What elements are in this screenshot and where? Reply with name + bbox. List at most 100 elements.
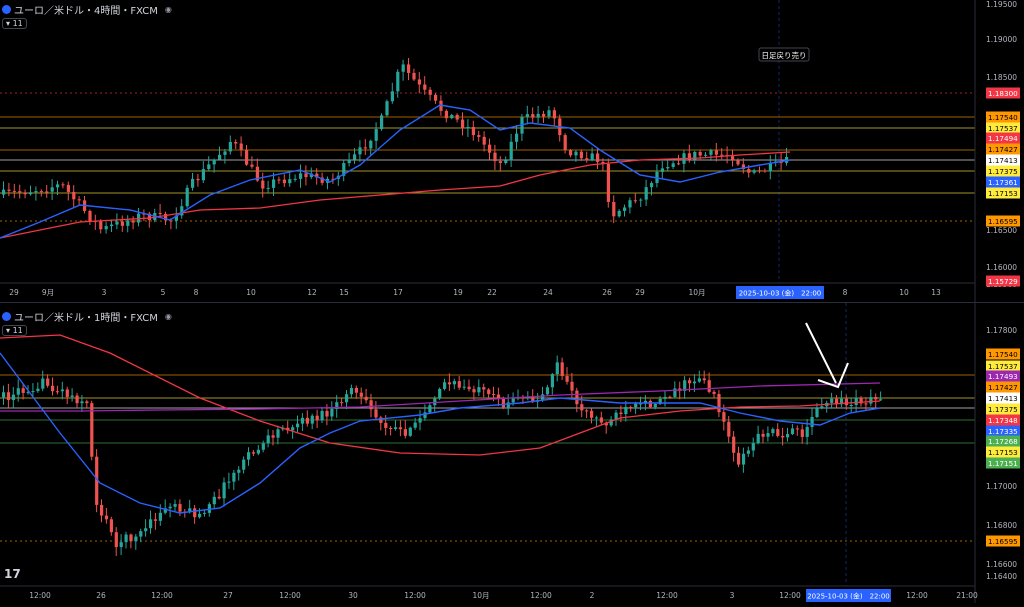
chart-pane-4h[interactable]: 1.195001.190001.185001.180001.175001.170… [0, 0, 1024, 302]
candle-down [282, 179, 286, 184]
candle-down [570, 381, 574, 391]
candle-up [673, 388, 677, 397]
candle-down [407, 64, 411, 73]
candle-up [198, 513, 202, 518]
candle-up [555, 362, 559, 375]
candle-up [232, 472, 236, 482]
candle-up [335, 402, 339, 409]
candle-down [364, 396, 368, 401]
candle-down [196, 178, 200, 181]
price-tag-label: 1.17151 [988, 459, 1018, 468]
candle-down [217, 496, 221, 499]
chart-canvas-1h[interactable]: 1.178001.176001.174001.172001.170001.168… [0, 303, 1024, 605]
candle-up [266, 435, 270, 444]
eye-icon[interactable]: ◉ [164, 5, 172, 14]
symbol-icon [2, 5, 11, 14]
indicator-toggle-4h[interactable]: ▾ 11 [2, 18, 27, 29]
candle-up [296, 423, 300, 428]
candle-down [472, 389, 476, 393]
candle-up [509, 141, 513, 161]
candle-down [369, 400, 373, 410]
candle-down [677, 163, 681, 165]
candle-down [795, 428, 799, 430]
time-tick-label: 17 [393, 288, 403, 297]
time-tick-label: 10 [246, 288, 256, 297]
candle-down [599, 417, 603, 423]
annotation-arrow-head [817, 362, 849, 389]
candle-down [39, 191, 43, 193]
price-tag [986, 87, 1020, 99]
candle-up [751, 443, 755, 451]
price-tag-label: 1.17427 [988, 145, 1018, 154]
price-tick-label: 1.16000 [986, 263, 1017, 272]
candle-down [277, 179, 281, 181]
candle-down [95, 456, 99, 505]
candle-up [174, 215, 178, 221]
candle-down [552, 110, 556, 119]
price-tag-label: 1.17268 [988, 437, 1018, 446]
price-tick-label: 1.17800 [986, 326, 1017, 335]
candle-down [51, 385, 55, 392]
pane-separator[interactable] [0, 302, 1024, 303]
price-tag [986, 122, 1020, 134]
candle-up [247, 452, 251, 460]
candle-up [276, 429, 280, 438]
candle-down [498, 161, 502, 163]
time-tick-label: 10月 [688, 288, 705, 297]
crosshair-time-label: 2025-10-03 (金) 22:00 [807, 592, 890, 601]
candle-down [75, 395, 79, 404]
eye-icon[interactable]: ◉ [164, 312, 172, 321]
price-tag-label: 1.17493 [988, 372, 1018, 381]
candle-up [115, 221, 119, 225]
candle-up [413, 422, 417, 428]
candle-down [531, 397, 535, 402]
candle-up [34, 191, 38, 193]
candle-up [36, 388, 40, 392]
candle-up [185, 187, 189, 207]
candle-up [358, 147, 362, 155]
candle-down [354, 387, 358, 393]
chart-pane-1h[interactable]: 1.178001.176001.174001.172001.170001.168… [0, 303, 1024, 605]
candle-down [467, 386, 471, 390]
candle-up [144, 528, 148, 532]
price-tick-label: 1.16600 [986, 560, 1017, 569]
candle-up [300, 417, 305, 424]
indicator-toggle-1h[interactable]: ▾ 11 [2, 325, 27, 336]
candle-up [396, 71, 400, 92]
candle-down [521, 397, 525, 399]
candle-up [663, 396, 667, 399]
candle-down [604, 422, 608, 426]
time-tick-label: 12:00 [530, 591, 552, 600]
candle-down [403, 429, 407, 436]
candle-down [251, 452, 256, 454]
candle-down [304, 173, 308, 178]
price-tag [986, 176, 1020, 188]
price-tag [986, 187, 1020, 199]
candle-down [412, 72, 416, 80]
candle-up [256, 449, 260, 454]
symbol-legend-1h[interactable]: ユーロ／米ドル・1時間・FXCM ◉ [2, 309, 172, 324]
chart-canvas-4h[interactable]: 1.195001.190001.185001.180001.175001.170… [0, 0, 1024, 302]
candle-up [394, 427, 398, 430]
tradingview-logo[interactable]: 17 [4, 567, 21, 581]
price-tag-label: 1.17537 [988, 124, 1018, 133]
candle-up [242, 459, 246, 470]
time-tick-label: 12:00 [404, 591, 426, 600]
price-tag-label: 1.17348 [988, 416, 1018, 425]
candle-up [692, 381, 697, 384]
candle-down [496, 394, 501, 399]
candle-down [859, 397, 863, 404]
candle-up [309, 173, 313, 178]
candle-down [612, 201, 616, 217]
symbol-legend-4h[interactable]: ユーロ／米ドル・4時間・FXCM ◉ [2, 2, 172, 17]
crosshair-time-box [806, 589, 891, 602]
candle-down [727, 421, 731, 437]
candle-down [447, 382, 452, 385]
candle-down [707, 380, 711, 392]
time-tick-label: 8 [843, 288, 848, 297]
candle-up [50, 187, 54, 192]
time-tick-label: 9月 [42, 288, 54, 297]
candle-up [158, 512, 162, 521]
candle-down [340, 402, 344, 404]
candle-up [330, 408, 334, 417]
